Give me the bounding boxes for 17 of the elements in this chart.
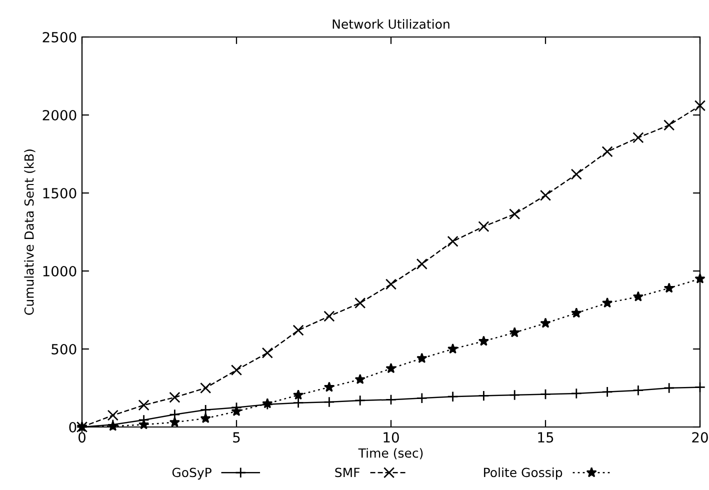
y-tick-label: 2000 [42, 110, 76, 120]
x-tick-label: 20 [692, 432, 708, 443]
x-axis-title: Time (sec) [358, 448, 423, 460]
y-tick-label: 1000 [43, 266, 76, 276]
x-tick-label: 10 [384, 432, 399, 443]
legend-label: GoSyP [172, 468, 212, 480]
legend-label: Polite Gossip [484, 468, 562, 480]
chart-title: Network Utilization [332, 19, 450, 29]
x-tick-label: 15 [538, 432, 554, 443]
y-tick-label: 500 [52, 344, 76, 354]
y-tick-label: 1500 [43, 188, 76, 198]
y-tick-label: 0 [69, 422, 76, 432]
legend-label: SMF [335, 468, 360, 478]
y-tick-label: 2500 [42, 32, 76, 42]
x-tick-label: 5 [233, 432, 240, 443]
y-axis-title: Cumulative Data Sent (kB) [24, 150, 36, 315]
x-tick-label: 0 [78, 432, 86, 443]
